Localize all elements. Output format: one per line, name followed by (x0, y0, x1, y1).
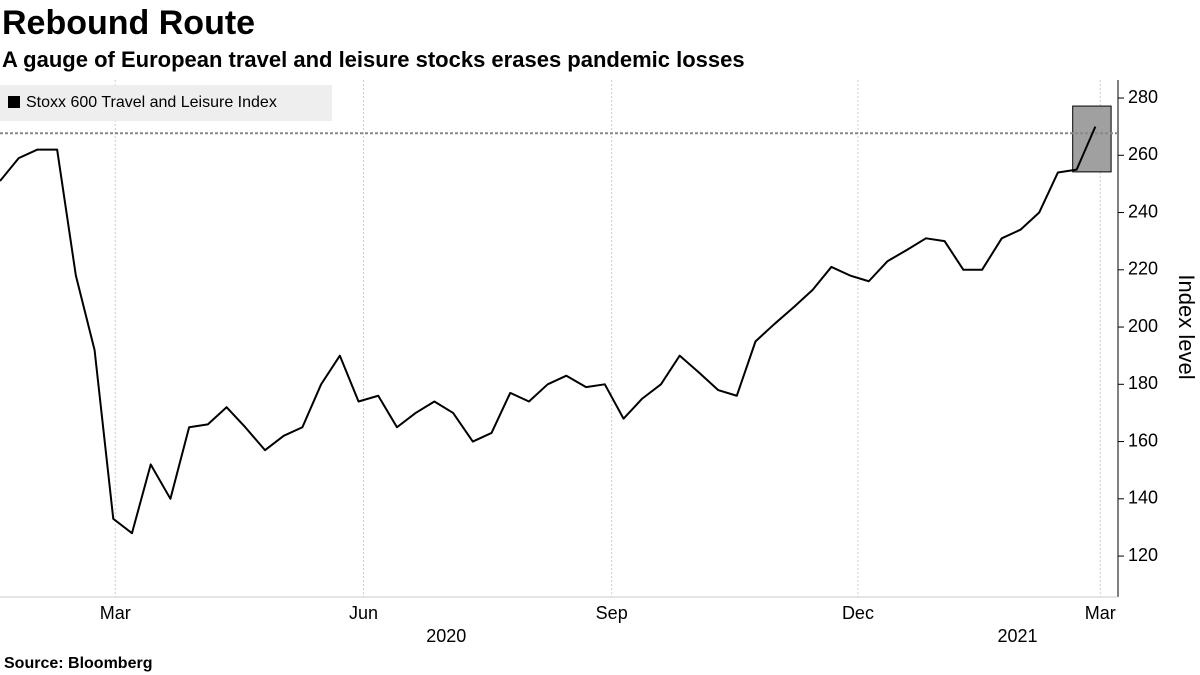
x-tick-label: Dec (842, 603, 874, 623)
y-tick-label: 200 (1128, 316, 1158, 336)
chart-title: Rebound Route (2, 4, 255, 42)
x-tick-label: Jun (349, 603, 378, 623)
legend-label: Stoxx 600 Travel and Leisure Index (26, 94, 277, 111)
x-tick-label: Sep (596, 603, 628, 623)
x-tick-label: Mar (100, 603, 131, 623)
x-year-label: 2021 (998, 626, 1038, 646)
y-tick-label: 260 (1128, 144, 1158, 164)
line (0, 126, 1097, 535)
y-tick-label: 220 (1128, 259, 1158, 279)
y-axis-label: Index level (1174, 274, 1199, 379)
y-tick-label: 240 (1128, 201, 1158, 221)
x-year-label: 2020 (426, 626, 466, 646)
x-tick-label: Mar (1085, 603, 1116, 623)
y-tick-label: 120 (1128, 545, 1158, 565)
y-tick-label: 160 (1128, 430, 1158, 450)
legend-swatch (8, 96, 20, 108)
y-tick-label: 140 (1128, 488, 1158, 508)
highlight-box (1072, 105, 1112, 173)
source: Source: Bloomberg (4, 655, 152, 672)
legend-box (0, 85, 332, 121)
y-tick-label: 280 (1128, 87, 1158, 107)
chart-subtitle: A gauge of European travel and leisure s… (2, 47, 745, 72)
y-tick-label: 180 (1128, 373, 1158, 393)
